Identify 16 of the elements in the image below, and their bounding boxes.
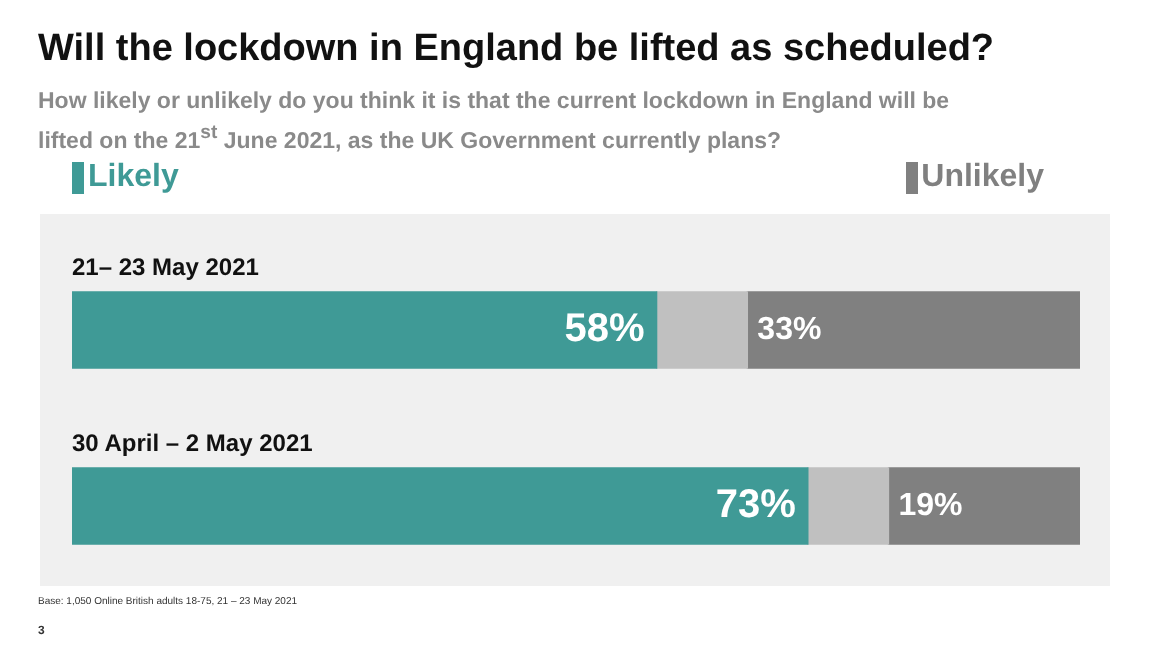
bar bbox=[72, 291, 658, 369]
data-label: 73% bbox=[715, 483, 797, 528]
y-tick-label: 21– 23 May 2021 bbox=[72, 252, 260, 281]
bar bbox=[807, 467, 890, 545]
data-label: 33% bbox=[757, 312, 822, 347]
data-label: 19% bbox=[898, 488, 963, 523]
legend-label: Unlikely bbox=[921, 160, 1044, 196]
chart-subtitle: How likely or unlikely do you think it is that the current lockdown in England will be lifted on the 21$^{st}$ June 2021, as the UK Government currently plans? bbox=[38, 88, 952, 158]
legend-label: Likely bbox=[88, 160, 179, 196]
bar bbox=[655, 291, 749, 369]
bar bbox=[746, 291, 1080, 369]
chart-title: Will the lockdown in England be lifted as scheduled? bbox=[38, 28, 995, 72]
data-label: 58% bbox=[564, 307, 646, 352]
y-tick-label: 30 April – 2 May 2021 bbox=[72, 428, 314, 457]
bar bbox=[72, 467, 809, 545]
bar bbox=[887, 467, 1080, 545]
